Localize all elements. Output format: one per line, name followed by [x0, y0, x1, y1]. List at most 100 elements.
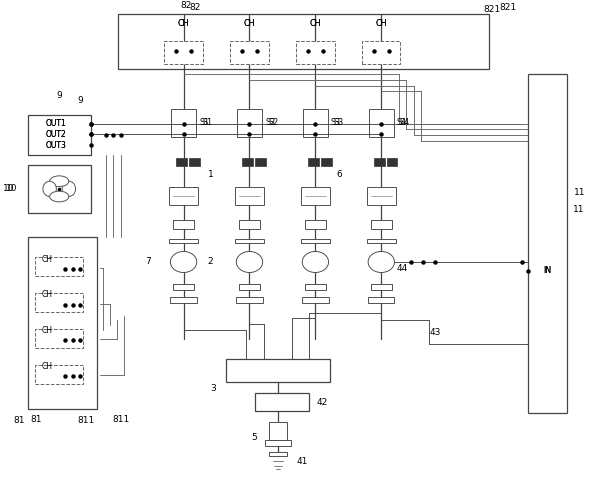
Text: 44: 44 [397, 264, 408, 273]
Bar [235, 187, 264, 205]
Bar [28, 237, 97, 409]
Text: CH: CH [41, 291, 52, 299]
Bar [368, 297, 394, 303]
Bar [118, 14, 489, 69]
Circle shape [236, 251, 263, 272]
Text: CH: CH [244, 19, 255, 28]
Text: CH: CH [41, 362, 52, 371]
Text: OUT3: OUT3 [46, 141, 67, 150]
Text: S3: S3 [331, 119, 341, 128]
Bar [301, 239, 330, 243]
Circle shape [170, 251, 197, 272]
Ellipse shape [62, 181, 76, 196]
Text: 3: 3 [211, 384, 217, 392]
Bar [362, 41, 400, 64]
Text: 81: 81 [13, 416, 25, 425]
Bar [269, 422, 287, 440]
Text: 2: 2 [208, 258, 214, 266]
Text: S4: S4 [400, 119, 410, 128]
Text: OUT3: OUT3 [46, 141, 67, 150]
Bar [369, 109, 394, 137]
Bar [305, 284, 326, 290]
Text: 11: 11 [573, 206, 584, 215]
Bar [237, 109, 262, 137]
Bar [239, 220, 260, 229]
Text: CH: CH [41, 326, 52, 335]
Bar [371, 284, 392, 290]
Bar [367, 187, 395, 205]
Bar [235, 239, 264, 243]
Text: 6: 6 [337, 170, 342, 179]
Text: OUT2: OUT2 [46, 130, 67, 139]
Bar [255, 158, 266, 166]
Text: CH: CH [310, 19, 321, 28]
Text: 811: 811 [112, 415, 129, 424]
Text: 9: 9 [77, 96, 83, 105]
Text: CH: CH [178, 19, 190, 28]
Text: OUT1: OUT1 [46, 119, 67, 128]
Text: 7: 7 [145, 258, 151, 266]
Bar [301, 187, 330, 205]
Text: 10: 10 [3, 185, 14, 194]
Circle shape [302, 251, 329, 272]
Text: S1: S1 [199, 119, 209, 128]
Bar [170, 297, 197, 303]
Bar [374, 158, 385, 166]
Bar [28, 115, 91, 155]
Text: IN: IN [544, 266, 551, 275]
Bar [169, 239, 198, 243]
Bar [305, 220, 326, 229]
Text: S4: S4 [397, 119, 407, 128]
Text: 82: 82 [181, 1, 192, 11]
Bar [302, 297, 329, 303]
Text: CH: CH [376, 19, 387, 28]
Bar [169, 187, 198, 205]
Text: 9: 9 [56, 91, 62, 100]
Text: 821: 821 [483, 5, 500, 14]
Text: CH: CH [41, 255, 52, 263]
Text: CH: CH [310, 19, 321, 28]
Bar [35, 293, 83, 312]
Text: CH: CH [376, 19, 387, 28]
Bar [164, 41, 203, 64]
Bar [239, 284, 260, 290]
Text: 82: 82 [190, 3, 201, 12]
Bar [226, 358, 331, 382]
Bar [371, 220, 392, 229]
Bar [242, 158, 253, 166]
Text: 42: 42 [317, 398, 328, 406]
Bar [171, 109, 196, 137]
Bar [256, 393, 310, 411]
Ellipse shape [43, 181, 56, 196]
Bar [35, 257, 83, 276]
Bar [173, 284, 194, 290]
Text: OUT2: OUT2 [46, 130, 67, 139]
Text: S1: S1 [202, 119, 212, 128]
Bar [367, 239, 395, 243]
Bar [303, 109, 328, 137]
Text: 43: 43 [430, 328, 441, 337]
Bar [176, 158, 187, 166]
Bar [386, 158, 397, 166]
Text: IN: IN [544, 266, 551, 275]
Bar [35, 365, 83, 384]
Text: 811: 811 [78, 416, 95, 425]
Bar [189, 158, 200, 166]
Bar [236, 297, 263, 303]
Bar [230, 41, 269, 64]
Bar [28, 165, 91, 213]
Bar [321, 158, 332, 166]
Ellipse shape [50, 176, 69, 186]
Bar [265, 440, 290, 445]
Text: 821: 821 [499, 3, 516, 12]
Text: OUT1: OUT1 [46, 119, 67, 128]
Bar [173, 220, 194, 229]
Text: 41: 41 [296, 457, 308, 466]
Text: S2: S2 [265, 119, 275, 128]
Ellipse shape [50, 191, 69, 202]
Text: 10: 10 [5, 185, 17, 194]
Text: CH: CH [244, 19, 255, 28]
Circle shape [368, 251, 394, 272]
Text: 1: 1 [208, 170, 214, 179]
Bar [35, 329, 83, 348]
